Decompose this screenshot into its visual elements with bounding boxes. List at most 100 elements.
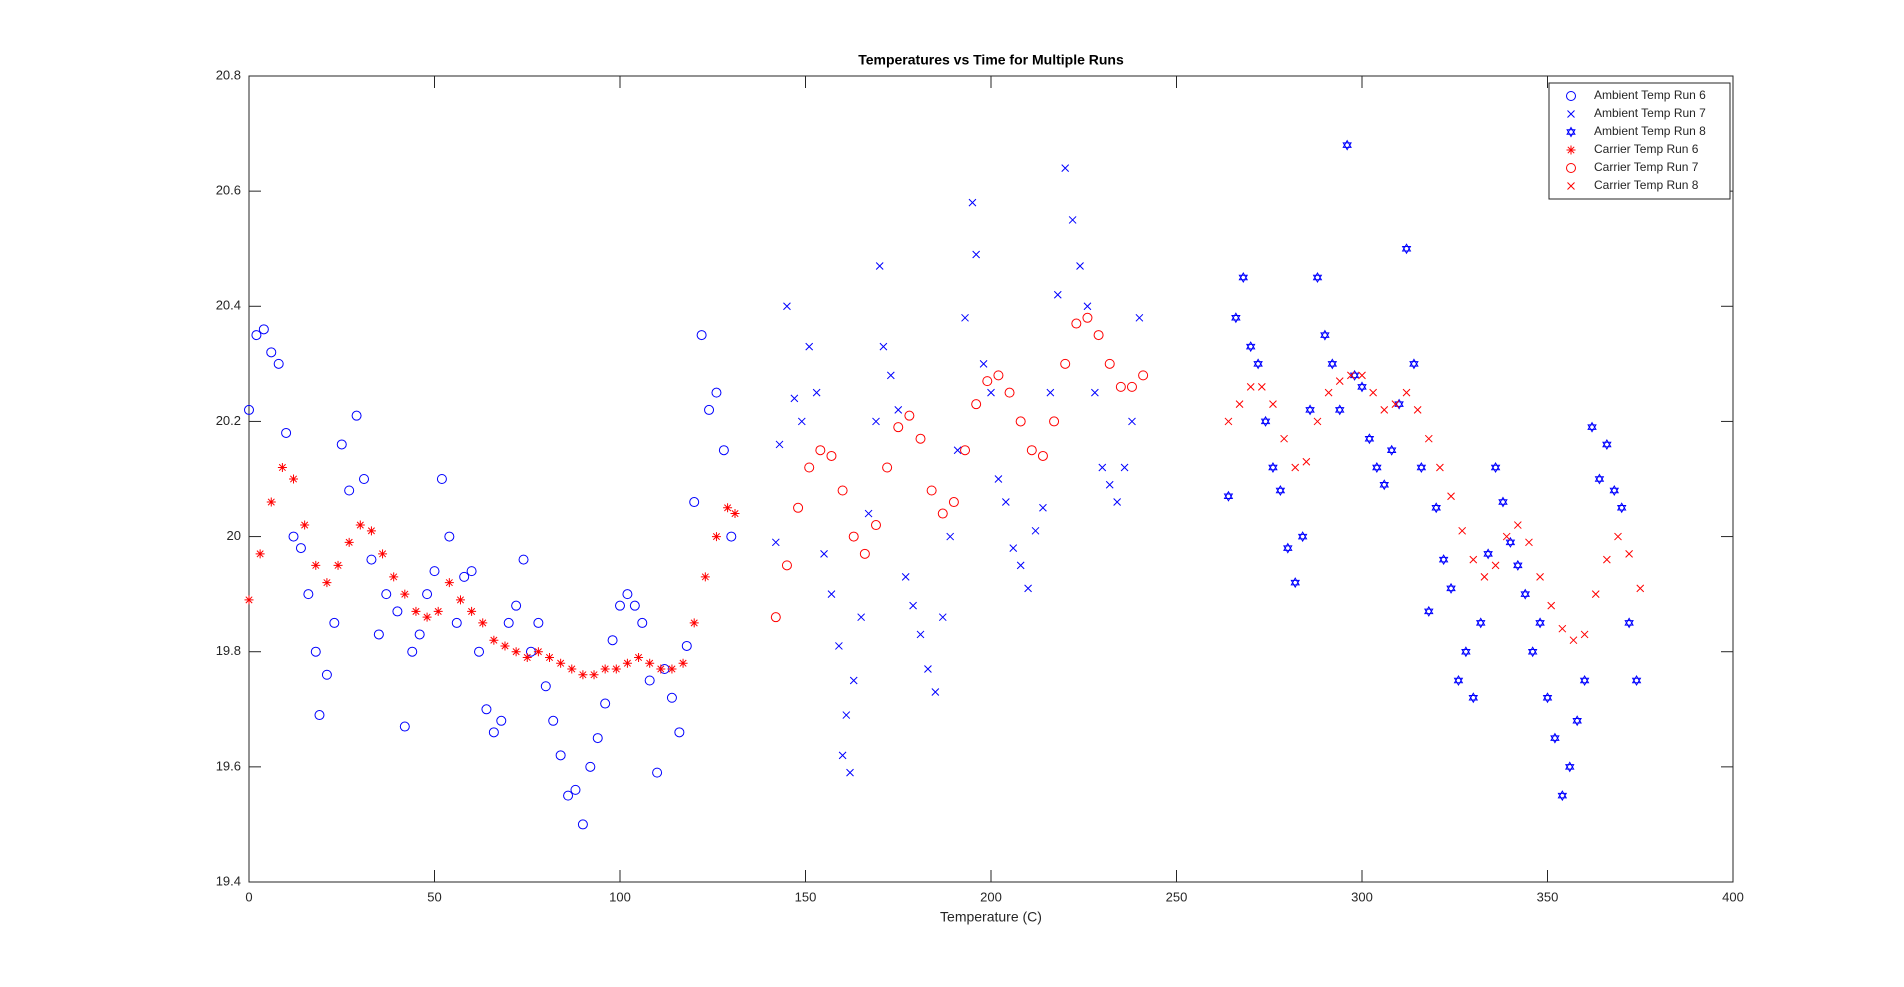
data-point	[982, 376, 993, 387]
data-point	[433, 606, 443, 616]
data-point	[300, 520, 310, 530]
legend-marker	[1566, 145, 1576, 155]
data-point	[667, 664, 677, 674]
data-point	[1257, 383, 1266, 391]
data-point	[674, 727, 685, 738]
data-point	[1061, 164, 1070, 172]
data-point	[1334, 404, 1345, 416]
data-point	[1446, 582, 1456, 594]
data-point	[1416, 461, 1427, 473]
plot-area	[248, 75, 1734, 883]
data-point	[771, 538, 780, 547]
data-point	[378, 549, 388, 559]
data-point	[1431, 502, 1441, 514]
data-point	[592, 733, 603, 744]
data-point	[481, 704, 492, 715]
data-point	[1135, 313, 1144, 322]
data-point	[926, 485, 937, 496]
data-point	[775, 440, 784, 449]
data-point	[1594, 473, 1605, 485]
legend-label: Carrier Temp Run 8	[1594, 178, 1699, 192]
data-point	[1268, 461, 1278, 473]
data-point	[1458, 526, 1467, 535]
data-point	[1424, 434, 1433, 443]
data-point	[344, 485, 355, 496]
data-point	[1104, 358, 1115, 369]
data-point	[1490, 461, 1501, 473]
x-tick-label: 250	[1166, 889, 1188, 904]
data-point	[266, 347, 277, 358]
data-point	[1447, 492, 1455, 501]
data-point	[1231, 312, 1241, 324]
data-point	[1275, 485, 1286, 497]
data-point	[1068, 216, 1077, 224]
data-point	[1572, 715, 1582, 727]
data-point	[1053, 290, 1062, 299]
data-point	[1402, 388, 1411, 397]
data-point	[1260, 415, 1271, 427]
data-point	[837, 485, 848, 496]
data-point	[1609, 485, 1620, 497]
data-point	[359, 474, 370, 484]
data-point	[689, 497, 700, 508]
data-point	[1347, 371, 1355, 380]
data-point	[1520, 588, 1531, 600]
data-point	[422, 589, 433, 600]
x-tick-label: 400	[1722, 889, 1744, 904]
data-point	[373, 629, 384, 640]
data-point	[815, 445, 826, 456]
legend-label: Ambient Temp Run 8	[1594, 124, 1706, 138]
data-point	[812, 388, 821, 397]
data-point	[533, 647, 543, 657]
y-tick-label: 20.4	[216, 298, 241, 313]
data-point	[971, 399, 982, 410]
data-point	[1093, 330, 1104, 341]
data-point	[1401, 243, 1412, 255]
data-point	[946, 532, 955, 541]
data-point	[1502, 532, 1511, 541]
data-point	[589, 670, 599, 680]
data-point	[600, 664, 610, 674]
data-point	[1223, 490, 1234, 502]
data-point	[548, 715, 559, 726]
data-point	[1105, 480, 1114, 489]
data-point	[730, 509, 740, 519]
data-point	[1438, 554, 1449, 566]
data-point	[1091, 388, 1099, 397]
data-point	[1624, 617, 1634, 629]
data-point	[1386, 444, 1397, 456]
data-point	[1527, 646, 1538, 658]
data-point	[1128, 417, 1136, 426]
chart-title: Temperatures vs Time for Multiple Runs	[858, 52, 1124, 68]
data-point	[894, 406, 903, 414]
data-point	[489, 635, 499, 645]
data-point	[1305, 404, 1315, 416]
data-point	[1224, 417, 1233, 426]
data-point	[422, 612, 432, 622]
data-point	[1246, 383, 1255, 391]
data-point	[478, 618, 488, 628]
data-point	[804, 462, 815, 473]
data-point	[987, 388, 995, 397]
data-point	[1436, 463, 1444, 472]
data-point	[611, 664, 621, 674]
data-point	[678, 658, 688, 668]
data-point	[1049, 416, 1060, 427]
data-point	[1026, 445, 1037, 456]
data-point	[545, 652, 555, 662]
data-point	[1327, 358, 1338, 370]
data-point	[994, 475, 1003, 483]
data-point	[400, 589, 410, 599]
data-point	[1536, 573, 1544, 581]
data-point	[1253, 358, 1263, 370]
x-tick-label: 150	[795, 889, 817, 904]
data-point	[1475, 617, 1486, 629]
data-point	[366, 554, 377, 565]
data-point	[1071, 318, 1082, 329]
data-point	[835, 642, 843, 650]
legend-marker	[1566, 126, 1576, 138]
data-point	[1031, 526, 1040, 535]
data-point	[251, 330, 262, 341]
data-point	[1238, 272, 1249, 283]
data-point	[600, 698, 611, 709]
